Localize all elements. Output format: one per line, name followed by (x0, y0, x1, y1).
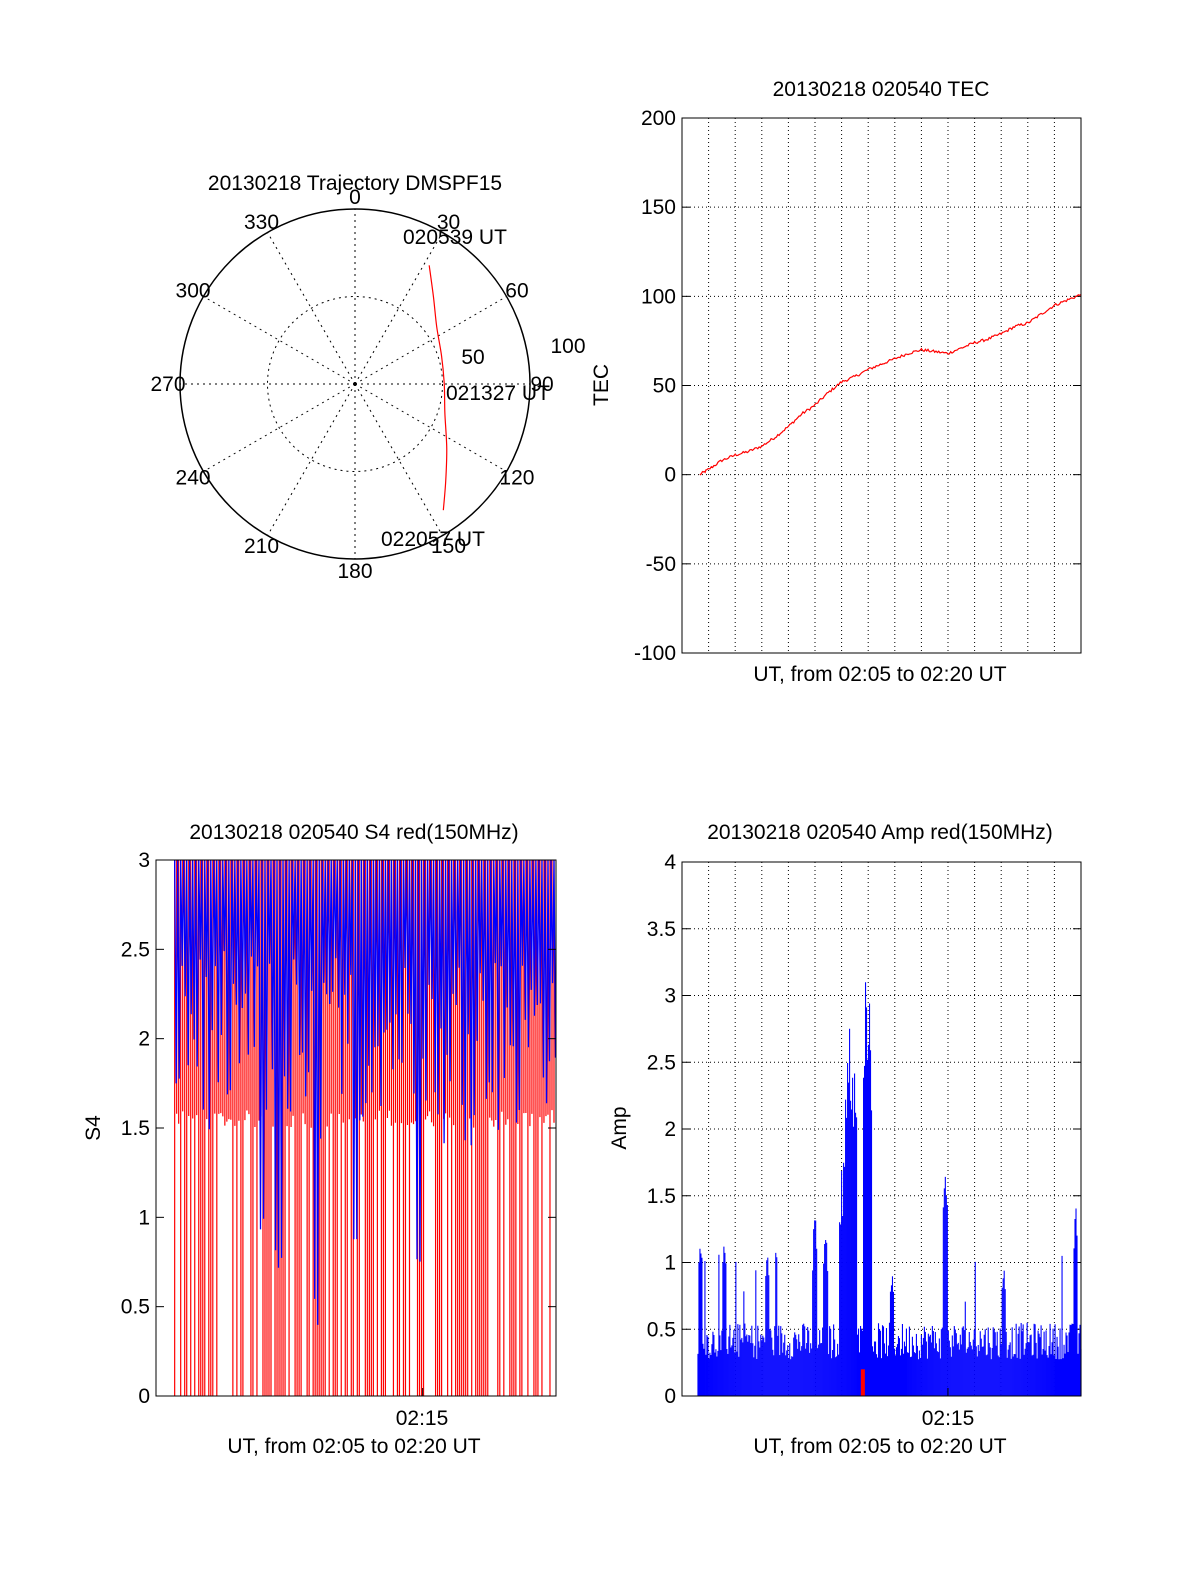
amp-ytick-label: 2.5 (647, 1051, 676, 1074)
polar-angle-label: 150 (431, 535, 466, 558)
tec-y-axis-label: TEC (590, 364, 613, 406)
polar-angle-label: 300 (176, 280, 211, 303)
amp-ytick-label: 4 (664, 851, 676, 874)
amp-ytick-label: 0 (664, 1385, 676, 1408)
polar-angle-label: 180 (337, 560, 372, 583)
s4-ytick-label: 1.5 (121, 1117, 150, 1140)
s4-ytick-label: 0 (138, 1385, 150, 1408)
tec-ytick-label: 150 (641, 196, 676, 219)
tec-ytick-label: 200 (641, 107, 676, 130)
s4-ytick-label: 2.5 (121, 938, 150, 961)
tec-x-axis-label: UT, from 02:05 to 02:20 UT (753, 663, 1006, 686)
polar-spoke (203, 296, 356, 385)
polar-angle-label: 0 (349, 186, 361, 209)
trajectory-title: 20130218 Trajectory DMSPF15 (208, 172, 502, 195)
amp-y-axis-label: Amp (608, 1106, 631, 1149)
amp-ytick-label: 3 (664, 985, 676, 1008)
amp-ytick-label: 1.5 (647, 1185, 676, 1208)
polar-angle-label: 330 (244, 211, 279, 234)
s4-axes-frame (155, 859, 557, 1397)
polar-spoke (354, 383, 507, 472)
s4-title: 20130218 020540 S4 red(150MHz) (189, 821, 518, 844)
polar-inner-circle (267, 296, 443, 472)
s4-ytick-label: 0.5 (121, 1296, 150, 1319)
polar-angle-label: 210 (244, 535, 279, 558)
tec-chart: 20130218 020540 TEC -100-50050100150200 … (590, 78, 1082, 686)
polar-spoke (267, 232, 356, 385)
radius-label-50: 50 (461, 346, 484, 369)
tec-series-line (699, 294, 1082, 476)
polar-grid (179, 208, 531, 560)
s4-x-axis-label: UT, from 02:05 to 02:20 UT (227, 1435, 480, 1458)
tec-axes-frame (681, 117, 1082, 654)
polar-spoke (203, 383, 356, 472)
trajectory-start-label: 020539 UT (403, 226, 507, 249)
trajectory-chart: 20130218 Trajectory DMSPF15 0 30 60 90 120 15… (150, 172, 585, 583)
amp-ytick-label: 1 (664, 1252, 676, 1275)
tec-ytick-label: -100 (634, 642, 676, 665)
tec-ytick-label: -50 (646, 553, 676, 576)
amp-ytick-label: 0.5 (647, 1318, 676, 1341)
amp-x-axis-label: UT, from 02:05 to 02:20 UT (753, 1435, 1006, 1458)
amp-ytick-label: 2 (664, 1118, 676, 1141)
amp-ytick-label: 3.5 (647, 918, 676, 941)
amp-chart: 20130218 020540 Amp red(150MHz) 0 0.5 1 1.5… (608, 821, 1082, 1458)
tec-ytick-label: 0 (664, 464, 676, 487)
s4-blue-line (174, 859, 557, 1325)
s4-chart: 20130218 020540 S4 red(150MHz) 0 0.5 1 1.5 2… (82, 821, 557, 1458)
polar-angle-label: 30 (437, 211, 460, 234)
radius-label-100: 100 (550, 335, 585, 358)
tec-ytick-label: 100 (641, 285, 676, 308)
s4-y-axis-label: S4 (82, 1115, 105, 1141)
amp-axes-frame (681, 861, 1082, 1397)
polar-angle-labels: 0 30 60 90 120 150 180 210 240 270 300 330 (150, 186, 553, 583)
polar-angle-label: 90 (530, 373, 553, 396)
trajectory-end-label: 022057 UT (381, 528, 485, 551)
polar-angle-label: 270 (150, 373, 185, 396)
polar-spoke (267, 383, 356, 536)
s4-ytick-label: 2 (138, 1028, 150, 1051)
tec-ytick-label: 50 (653, 375, 676, 398)
amp-x-tick-label: 02:15 (922, 1407, 975, 1430)
trajectory-mid-label: 021327 UT (446, 382, 550, 405)
polar-spoke (354, 296, 507, 385)
s4-blue-series (174, 859, 557, 1325)
amp-red-mark (860, 1369, 865, 1396)
amp-red-series (860, 1369, 865, 1396)
s4-x-tick-label: 02:15 (396, 1407, 449, 1430)
polar-angle-label: 240 (176, 467, 211, 490)
polar-spoke (354, 232, 443, 385)
polar-spoke (354, 383, 443, 536)
amp-title: 20130218 020540 Amp red(150MHz) (707, 821, 1053, 844)
trajectory-line (428, 265, 448, 511)
amp-blue-series (697, 982, 1082, 1396)
s4-ytick-label: 1 (138, 1206, 150, 1229)
polar-angle-label: 60 (505, 280, 528, 303)
polar-angle-label: 120 (499, 467, 534, 490)
s4-ytick-label: 3 (138, 849, 150, 872)
tec-title: 20130218 020540 TEC (773, 78, 990, 101)
tec-y-tick-labels: -100 -50 0 50 100 150 200 (634, 107, 1081, 665)
